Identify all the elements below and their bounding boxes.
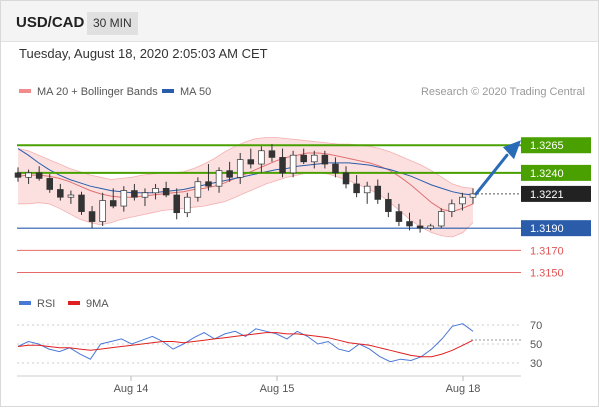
- candle-body: [448, 203, 456, 212]
- candle-body: [311, 154, 318, 163]
- candle-body: [152, 188, 159, 194]
- candle-body: [374, 185, 382, 200]
- rsi-line: [17, 323, 474, 363]
- candle-body: [385, 199, 392, 212]
- candle-body: [321, 154, 329, 165]
- level-tag-1-3190: [521, 220, 591, 237]
- level-label-1-3170: 1.3170: [530, 245, 564, 257]
- ma20-line: [17, 152, 474, 213]
- level-label-1-3190: 1.3190: [530, 223, 564, 235]
- level-tag-1-3265: [521, 137, 591, 154]
- forecast-arrow-shaft: [474, 153, 509, 196]
- timestamp: Tuesday, August 18, 2020 2:05:03 AM CET: [19, 46, 268, 61]
- x-tick-aug14: Aug 14: [114, 383, 149, 395]
- timeframe-badge[interactable]: 30 MIN: [87, 12, 138, 35]
- rsi-9ma-line: [17, 332, 474, 358]
- candle-body: [437, 211, 445, 227]
- candle-body: [459, 196, 466, 205]
- candle-body: [99, 200, 106, 222]
- rsi-tick-70: 70: [530, 320, 542, 332]
- candle-body: [194, 181, 202, 198]
- ma20-legend-swatch: [19, 89, 31, 93]
- candle-body: [184, 196, 191, 214]
- candle-body: [247, 159, 255, 165]
- candle-body: [406, 221, 413, 227]
- x-axis: Aug 14 Aug 15 Aug 18: [17, 375, 521, 395]
- rsi-legend-label: RSI: [37, 298, 55, 310]
- last-price-label: 1.3221: [530, 189, 564, 201]
- forecast-arrow-head: [503, 140, 521, 160]
- main-plot-area: 1.3265 1.3240 1.3190 1.3170 1.3150 1.3221: [14, 137, 591, 279]
- level-tag-1-3240: [521, 164, 591, 181]
- bollinger-lower-line: [18, 172, 474, 238]
- candle-body: [131, 190, 138, 198]
- ma20-legend-label: MA 20 + Bollinger Bands: [37, 86, 158, 98]
- candle-body: [205, 181, 212, 187]
- candle-body: [416, 225, 424, 229]
- candle-body: [279, 157, 286, 174]
- rsi-plot-area: 70 50 30: [17, 320, 542, 370]
- candle-body: [332, 163, 339, 174]
- candle-body: [342, 172, 350, 185]
- candle-body: [67, 194, 75, 198]
- rsi-tick-50: 50: [530, 339, 542, 351]
- main-legend: MA 20 + Bollinger Bands MA 50 Research ©…: [19, 86, 585, 98]
- bollinger-band: [18, 137, 473, 237]
- rsi-legend-swatch: [19, 301, 31, 305]
- candle-body: [120, 190, 128, 207]
- rsi-legend: RSI 9MA: [19, 298, 109, 310]
- candle-body: [35, 172, 43, 179]
- candle-body: [109, 200, 117, 207]
- ma50-line: [17, 148, 474, 196]
- ma50-legend-swatch: [162, 89, 174, 93]
- candle-body: [268, 150, 276, 158]
- candle-body: [236, 159, 244, 178]
- candle-body: [427, 225, 434, 229]
- candle-body: [141, 192, 149, 198]
- research-credit: Research © 2020 Trading Central: [421, 86, 585, 98]
- candle-body: [25, 172, 32, 178]
- candle-body: [215, 170, 223, 187]
- candle-body: [226, 170, 233, 178]
- candle-body: [258, 150, 265, 165]
- level-label-1-3150: 1.3150: [530, 267, 564, 279]
- candle-body: [300, 154, 307, 163]
- candle-body: [289, 154, 297, 174]
- candle-body: [46, 178, 54, 190]
- candle-body: [78, 194, 85, 212]
- x-tick-aug18: Aug 18: [446, 383, 481, 395]
- candle-body: [173, 194, 180, 214]
- last-price-tag: [521, 185, 591, 202]
- x-tick-aug15: Aug 15: [260, 383, 295, 395]
- bollinger-upper-line: [17, 137, 474, 189]
- level-label-1-3265: 1.3265: [530, 140, 564, 152]
- 9ma-legend-label: 9MA: [86, 298, 109, 310]
- candle-body: [363, 185, 371, 194]
- rsi-tick-30: 30: [530, 358, 542, 370]
- candle-body: [14, 172, 22, 178]
- header-bar: USD/CAD 30 MIN: [1, 1, 598, 42]
- symbol-title: USD/CAD: [16, 14, 85, 31]
- ma50-legend-label: MA 50: [180, 86, 211, 98]
- candle-body: [57, 189, 64, 198]
- candle-body: [162, 188, 170, 196]
- candle-body: [88, 211, 96, 222]
- level-label-1-3240: 1.3240: [530, 168, 564, 180]
- 9ma-legend-swatch: [68, 301, 80, 305]
- candle-body: [353, 183, 360, 194]
- candle-body: [395, 211, 403, 222]
